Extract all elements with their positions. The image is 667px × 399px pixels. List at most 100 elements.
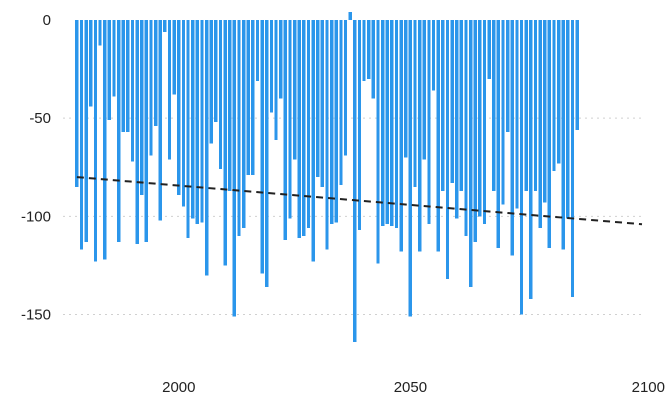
bar [399,20,403,252]
bar [186,20,190,238]
bar [223,20,227,266]
x-tick-label: 2000 [162,379,195,396]
bar [172,20,176,95]
bar [575,20,579,130]
bar [218,20,223,170]
bar [459,20,464,191]
bar [269,20,274,113]
bar [163,20,167,32]
bar [552,20,556,172]
bar [153,20,158,127]
bar-series [75,12,579,343]
bar [533,20,538,191]
bar [473,20,477,242]
bar [404,20,408,158]
bar [214,20,218,123]
bar [362,20,366,81]
bar [135,20,139,244]
bar [547,20,552,248]
bar [116,20,121,242]
bar [279,20,283,99]
bar [492,20,496,191]
bar [274,20,278,140]
bar [144,20,149,242]
bar [408,20,413,317]
bar [149,20,153,156]
bar [181,20,186,207]
bar [543,20,547,203]
bar [417,20,422,252]
trend-line [76,176,643,226]
bar [380,20,385,227]
bar [496,20,501,248]
bar [177,20,181,195]
bar [75,20,79,187]
bar [255,20,260,81]
bar [524,20,528,191]
bar [556,20,561,164]
bar [501,20,505,205]
bar [246,20,250,176]
bar [228,20,232,191]
bar [441,20,445,191]
x-tick-label: 2050 [394,379,427,396]
x-tick-label: 2100 [632,379,665,396]
bar [167,20,172,160]
bar [232,20,237,317]
bar [302,20,306,236]
bar [334,20,338,223]
bar [445,20,450,280]
bar [348,12,352,20]
bar [121,20,125,132]
bar [241,20,246,229]
bar [422,20,426,160]
bar [570,20,575,297]
bar [98,20,102,46]
bar [130,20,135,162]
y-tick-label: -50 [29,110,51,127]
bar [140,20,144,195]
bar [353,20,357,343]
y-tick-label: 0 [43,12,51,29]
bar [306,20,311,229]
y-tick-label: -150 [21,307,51,324]
bar [204,20,209,276]
bar [385,20,389,225]
bar [371,20,376,99]
bar [561,20,565,250]
bar [288,20,292,219]
bar [339,20,343,185]
bar [367,20,371,79]
bar [394,20,399,229]
bar [450,20,454,183]
bar [329,20,334,225]
bar [376,20,380,264]
bar [283,20,288,240]
bar [431,20,436,91]
bar [566,20,570,219]
y-axis-ticks: 0 -50 -100 -150 [21,12,51,324]
bar [464,20,468,236]
bar [390,20,394,227]
bar [260,20,264,274]
bar [93,20,98,262]
bar [519,20,524,315]
bar [292,20,297,160]
bar [84,20,88,242]
bar [455,20,459,219]
x-axis-ticks: 2000 2050 2100 [162,379,665,396]
bar [427,20,431,225]
bar [320,20,325,187]
bar [468,20,473,288]
bar [237,20,241,236]
bar [343,20,348,156]
bar [506,20,510,132]
bar [265,20,269,288]
bar [79,20,84,250]
bar [311,20,315,262]
bar [538,20,542,229]
bar [482,20,487,225]
bar [478,20,482,217]
bar [112,20,116,97]
